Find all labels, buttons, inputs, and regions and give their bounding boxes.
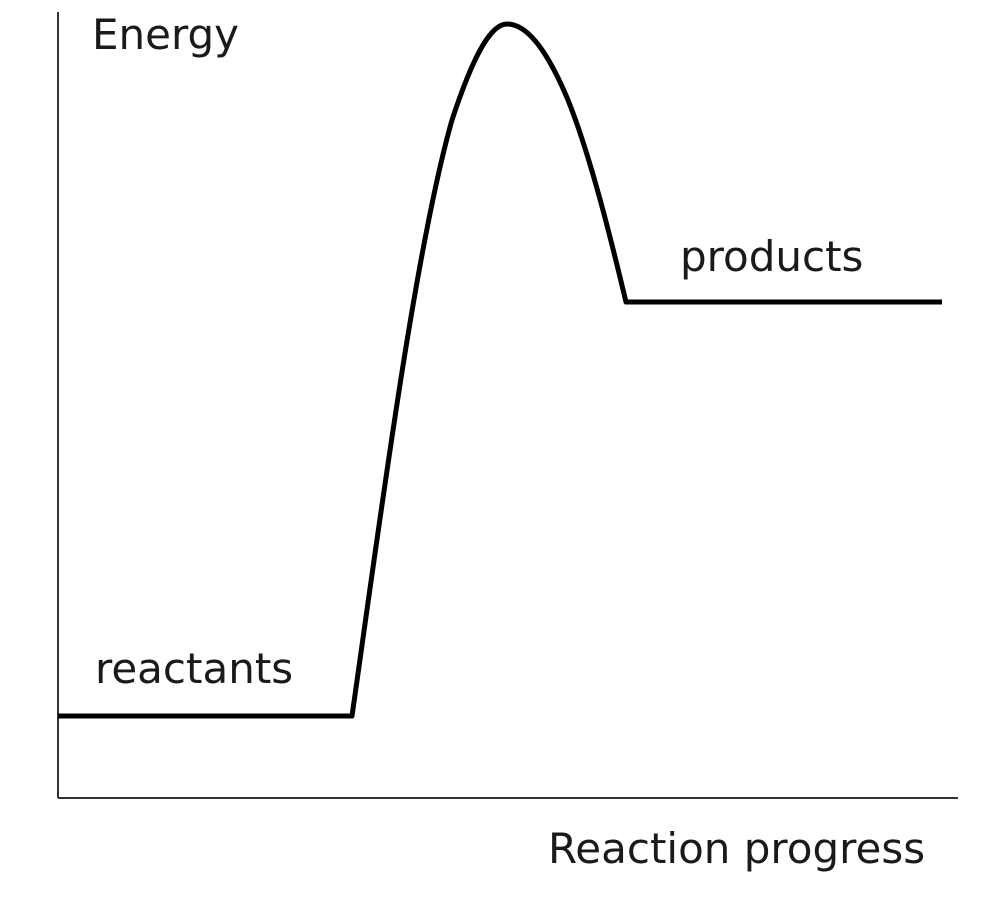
reactants-label: reactants [95, 644, 294, 693]
y-axis-label: Energy [92, 10, 240, 59]
products-label: products [680, 232, 864, 281]
x-axis-label: Reaction progress [548, 824, 926, 873]
energy-curve [58, 21, 942, 719]
